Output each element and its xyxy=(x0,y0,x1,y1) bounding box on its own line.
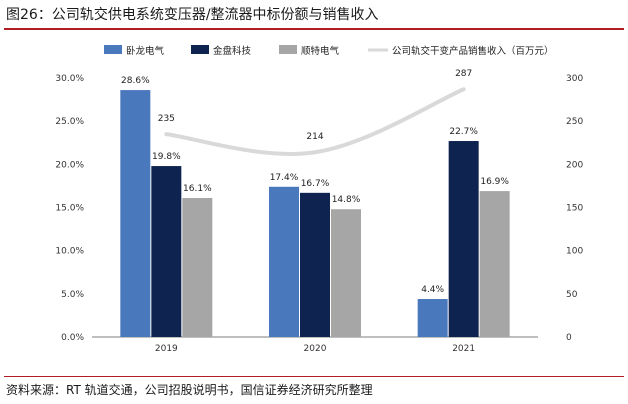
bar-value-label: 22.7% xyxy=(449,127,478,137)
bar-value-label: 16.1% xyxy=(183,184,212,194)
bars xyxy=(120,90,510,337)
bar xyxy=(182,198,213,337)
x-tick-label: 2019 xyxy=(155,344,178,354)
bar-value-label: 16.9% xyxy=(480,177,509,187)
bar-value-label: 16.7% xyxy=(301,179,330,189)
line-value-label: 214 xyxy=(306,132,323,142)
bar-value-label: 14.8% xyxy=(332,195,361,205)
legend-label: 金盘科技 xyxy=(213,45,252,57)
bar xyxy=(269,186,299,337)
legend-swatch xyxy=(191,45,209,54)
bar-value-label: 4.4% xyxy=(421,285,444,295)
bar-value-label: 28.6% xyxy=(121,76,150,86)
legend-label: 公司轨交干变产品销售收入（百万元） xyxy=(392,45,554,57)
legend-label: 卧龙电气 xyxy=(126,45,165,57)
bar xyxy=(120,90,151,337)
title-divider xyxy=(4,28,624,30)
y-left-tick-label: 20.0% xyxy=(55,160,84,170)
y-right-tick-label: 50 xyxy=(566,290,578,300)
y-left-tick-label: 25.0% xyxy=(55,117,84,127)
y-left-tick-label: 30.0% xyxy=(55,74,84,84)
figure-title: 图26：公司轨交供电系统变压器/整流器中标份额与销售收入 xyxy=(6,7,379,23)
bar xyxy=(479,191,510,337)
y-left-tick-label: 0.0% xyxy=(61,333,84,343)
x-tick-label: 2021 xyxy=(452,344,475,354)
legend: 卧龙电气 金盘科技 顺特电气 公司轨交干变产品销售收入（百万元） xyxy=(104,45,554,57)
bar xyxy=(448,141,479,337)
y-right-tick-label: 250 xyxy=(566,117,583,127)
bar-value-label: 19.8% xyxy=(152,152,181,162)
y-left-tick-label: 5.0% xyxy=(61,290,84,300)
y-left-tick-label: 10.0% xyxy=(55,247,84,257)
y-right-tick-label: 300 xyxy=(566,74,583,84)
combo-chart: 卧龙电气 金盘科技 顺特电气 公司轨交干变产品销售收入（百万元） 0.0% 5.0% 10… xyxy=(55,45,583,354)
line-value-label: 287 xyxy=(455,69,472,79)
legend-label: 顺特电气 xyxy=(301,45,340,57)
y-right-tick-label: 150 xyxy=(566,204,583,214)
bar-value-label: 17.4% xyxy=(270,173,299,183)
line-series xyxy=(164,87,466,156)
y-left-tick-label: 15.0% xyxy=(55,204,84,214)
bar xyxy=(331,209,361,337)
bar xyxy=(300,192,330,337)
bar xyxy=(417,299,448,337)
bar xyxy=(151,166,182,337)
source-divider xyxy=(4,376,624,377)
y-right-tick-label: 100 xyxy=(566,247,583,257)
data-labels: 28.6% 17.4% 4.4% 19.8% 16.7% 22.7% 16.1% 14.8% 1… xyxy=(121,69,509,295)
y-right-tick-label: 200 xyxy=(566,160,583,170)
legend-swatch xyxy=(279,45,297,54)
y-right-tick-label: 0 xyxy=(566,333,572,343)
x-tick-label: 2020 xyxy=(304,344,327,354)
line-value-label: 235 xyxy=(158,114,175,124)
revenue-line xyxy=(164,87,466,156)
legend-swatch xyxy=(104,45,122,54)
source-note: 资料来源：RT 轨道交通，公司招股说明书，国信证券经济研究所整理 xyxy=(6,383,373,397)
